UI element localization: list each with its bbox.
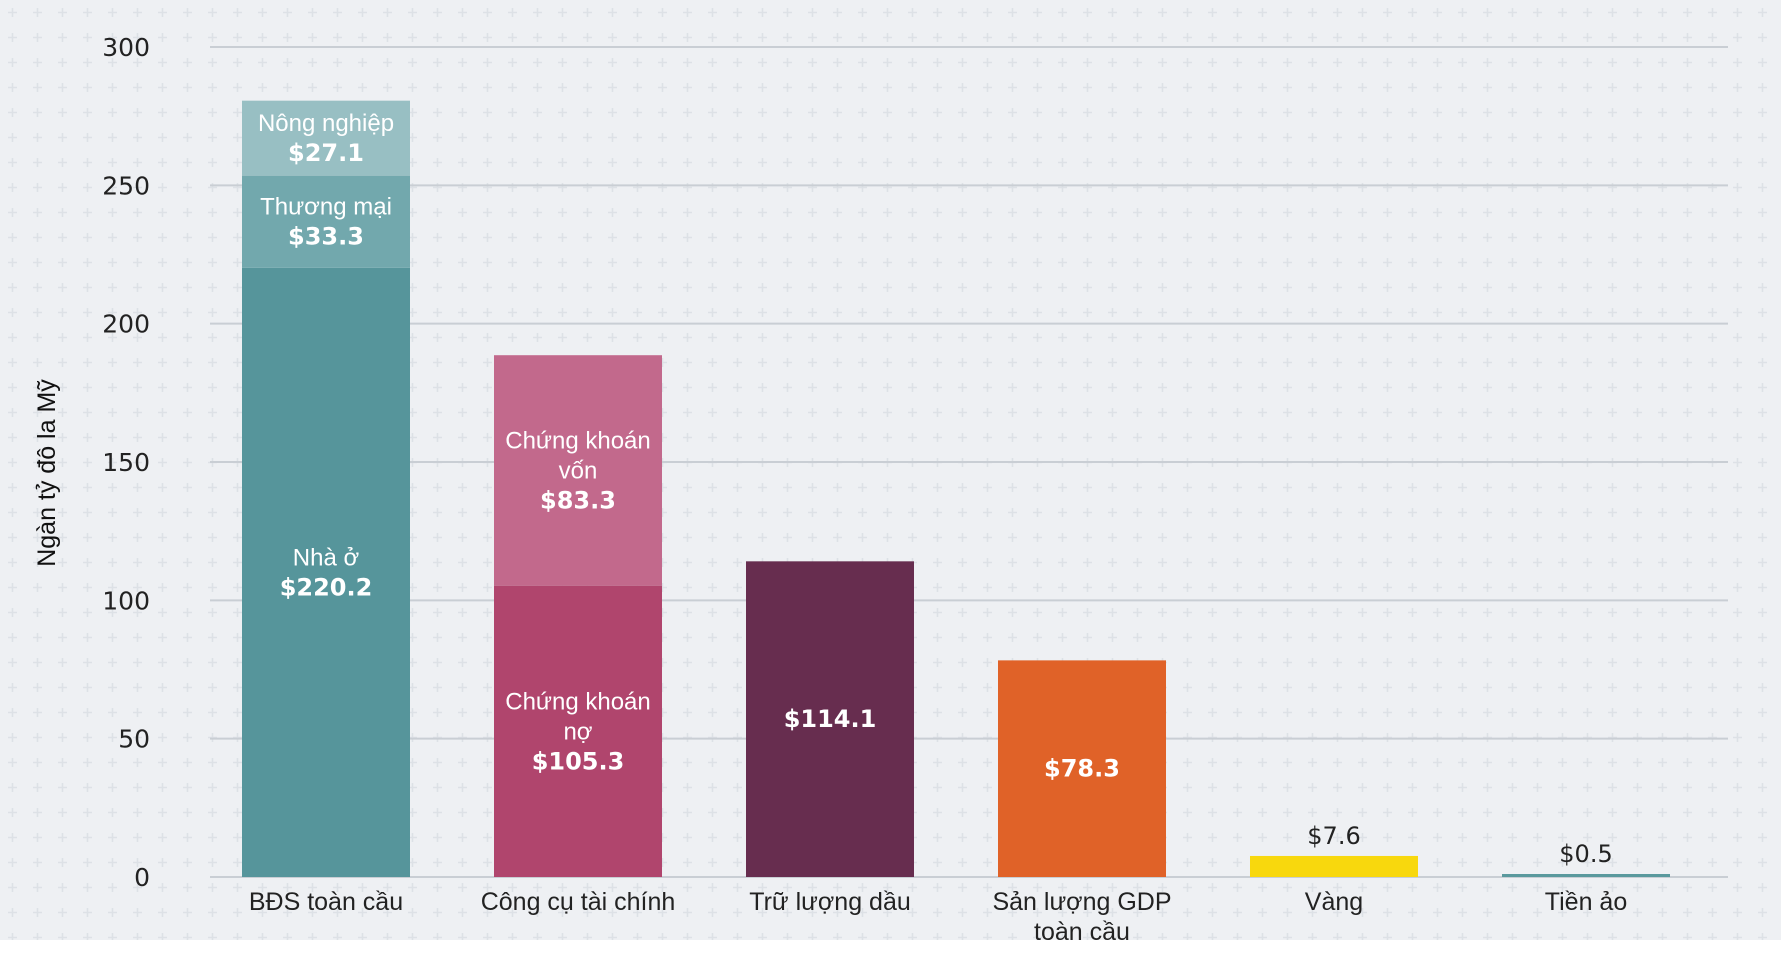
bar-segment: [242, 267, 410, 877]
bar-segment: [1250, 855, 1418, 877]
y-tick-label: 50: [118, 725, 150, 754]
data-label: $7.6: [1307, 822, 1360, 850]
segment-name-label: Nhà ở: [293, 544, 360, 571]
bar-segment: [494, 585, 662, 877]
bar-segment: [494, 355, 662, 586]
y-tick-label: 300: [102, 33, 150, 62]
data-label: $33.3: [288, 223, 364, 251]
segment-name-label: nợ: [563, 718, 592, 745]
data-label: $83.3: [540, 486, 616, 514]
segment-name-label: Chứng khoán: [505, 427, 651, 454]
x-category-label: Công cụ tài chính: [481, 888, 676, 916]
y-tick-label: 0: [134, 863, 150, 892]
data-label: $78.3: [1044, 755, 1120, 783]
y-tick-label: 200: [102, 310, 150, 339]
y-axis-label: Ngàn tỷ đô la Mỹ: [33, 379, 61, 567]
bar-segment: [1502, 874, 1670, 877]
segment-name-label: vốn: [559, 457, 598, 484]
segment-name-label: Nông nghiệp: [258, 110, 394, 137]
y-tick-label: 150: [102, 448, 150, 477]
y-tick-label: 250: [102, 171, 150, 200]
gridlines: [210, 46, 1728, 878]
bar-segment: [242, 175, 410, 268]
bottom-strip: [0, 940, 1781, 961]
segment-name-label: Chứng khoán: [505, 688, 651, 715]
x-category-label: BĐS toàn cầu: [249, 888, 403, 916]
y-tick-label: 100: [102, 586, 150, 615]
bar-labels: Nhà ở$220.2 Thương mại$33.3 Nông nghiệp$27…: [258, 110, 1613, 868]
x-axis-categories: BĐS toàn cầu Công cụ tài chính Trữ lượng d…: [249, 888, 1627, 946]
bar-segment: [998, 660, 1166, 877]
data-label: $105.3: [532, 747, 625, 775]
x-category-label: Sản lượng GDP: [992, 888, 1171, 916]
bar-segment: [746, 561, 914, 877]
data-label: $220.2: [280, 573, 373, 601]
y-axis-ticks: 0 50 100 150 200 250 300: [102, 33, 150, 892]
x-category-label: Tiền ảo: [1545, 888, 1627, 916]
bar-segment: [242, 100, 410, 176]
data-label: $27.1: [288, 139, 364, 167]
data-label: $0.5: [1559, 840, 1612, 868]
x-category-label: Trữ lượng dầu: [749, 888, 911, 916]
x-category-label: Vàng: [1305, 888, 1363, 916]
segment-name-label: Thương mại: [260, 194, 392, 221]
x-category-label: toàn cầu: [1034, 918, 1130, 946]
bars: [242, 100, 1670, 877]
data-label: $114.1: [784, 705, 877, 733]
